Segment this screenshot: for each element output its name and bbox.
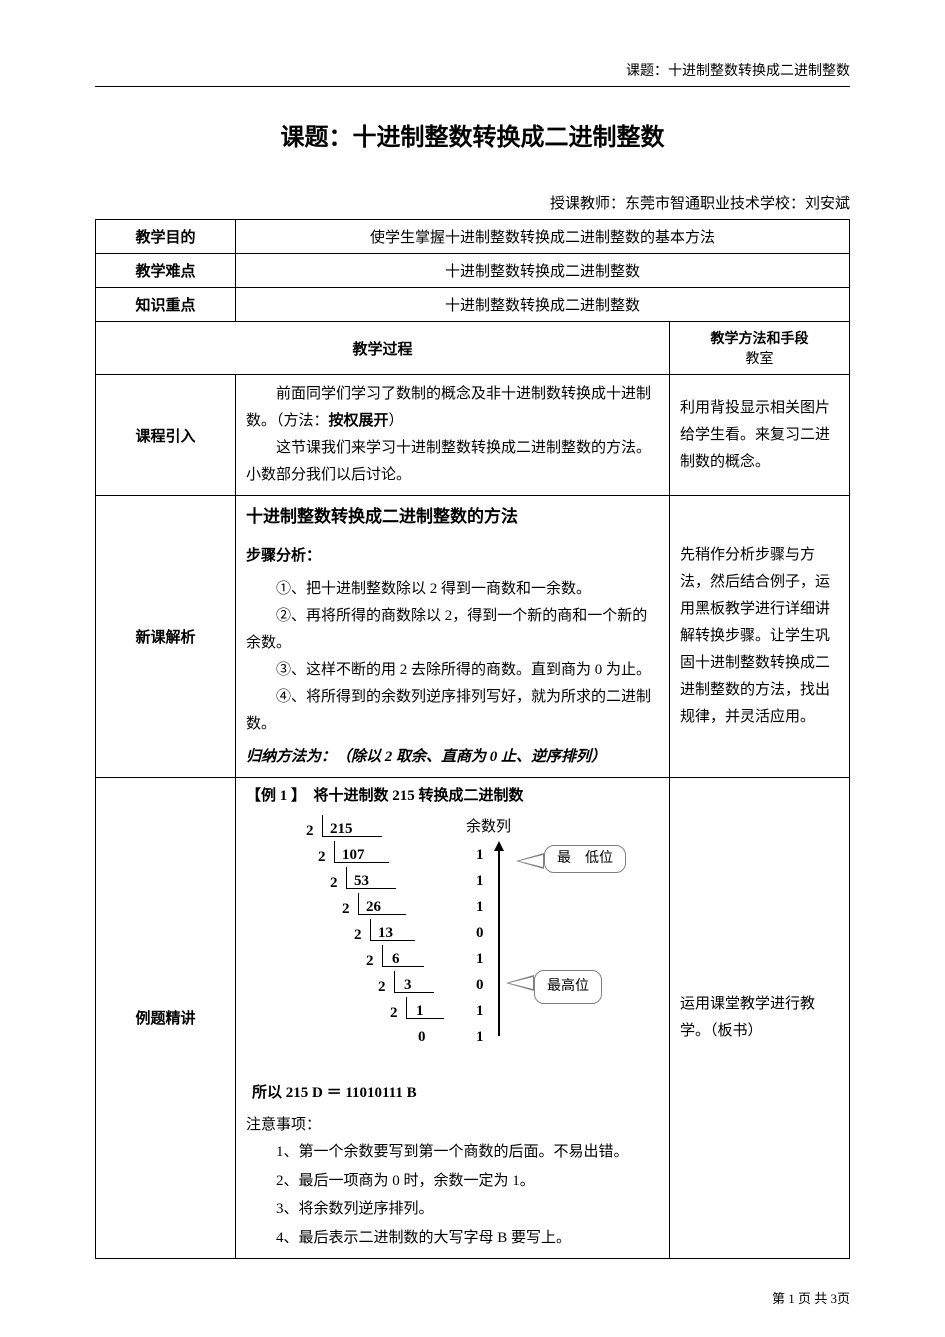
analysis-content: 十进制整数转换成二进制整数的方法 步骤分析： ①、把十进制整数除以 2 得到一商… [236,496,670,778]
step-item: ①、把十进制整数除以 2 得到一商数和一余数。 [246,576,659,603]
callout-high-text: 最高位 [547,979,589,994]
divisor: 2 [390,1001,398,1027]
meta-row: 教学难点 十进制整数转换成二进制整数 [96,254,850,288]
remainder: 1 [476,895,484,921]
notes-title: 注意事项： [246,1113,659,1139]
q-box [394,971,434,993]
note-item: 4、最后表示二进制数的大写字母 B 要写上。 [276,1224,659,1253]
quotient: 1 [416,999,424,1025]
quotient: 0 [418,1025,426,1051]
step-item: ④、将所得到的余数列逆序排列写好，就为所求的二进制数。 [246,684,659,738]
meta-value: 十进制整数转换成二进制整数 [236,254,850,288]
divisor: 2 [306,819,314,845]
remainder: 1 [476,999,484,1025]
remainder: 0 [476,973,484,999]
intro-label: 课程引入 [96,375,236,496]
example-content: 【例 1 】 将十进制数 215 转换成二进制数 余数列 2 215 2 107… [236,777,670,1259]
arrow-line [498,851,500,1036]
intro-p2: 这节课我们来学习十进制整数转换成二进制整数的方法。小数部分我们以后讨论。 [246,435,659,489]
quotient: 3 [404,973,412,999]
intro-p1: 前面同学们学习了数制的概念及非十进制数转换成十进制数。（方法：按权展开） [246,381,659,435]
intro-method: 利用背投显示相关图片给学生看。来复习二进制数的概念。 [670,375,850,496]
result-line: 所以 215 D ＝ 11010111 B [252,1081,659,1107]
divisor: 2 [378,975,386,1001]
quotient: 26 [366,895,381,921]
header-prefix: 课题： [626,64,668,79]
meta-value: 十进制整数转换成二进制整数 [236,288,850,322]
method-header: 教学方法和手段 教室 [670,322,850,375]
divisor: 2 [318,845,326,871]
quotient: 13 [378,921,393,947]
quotient: 107 [342,843,365,869]
meta-label: 教学难点 [96,254,236,288]
notes-list: 1、第一个余数要写到第一个商数的后面。不易出错。 2、最后一项商为 0 时，余数… [276,1138,659,1252]
note-item: 3、将余数列逆序排列。 [276,1195,659,1224]
row-analysis: 新课解析 十进制整数转换成二进制整数的方法 步骤分析： ①、把十进制整数除以 2… [96,496,850,778]
header-underline [95,86,850,87]
q-box [382,945,424,967]
page-title: 课题：十进制整数转换成二进制整数 [95,117,850,152]
note-item: 2、最后一项商为 0 时，余数一定为 1。 [276,1167,659,1196]
quotient: 6 [392,947,400,973]
divisor: 2 [330,871,338,897]
division-diagram: 余数列 2 215 2 107 1 2 53 1 2 26 1 [266,815,626,1075]
rem-col-label: 余数列 [466,815,511,841]
row-intro: 课程引入 前面同学们学习了数制的概念及非十进制数转换成十进制数。（方法：按权展开… [96,375,850,496]
remainder: 1 [476,843,484,869]
footer-a: 第 [772,1291,788,1306]
quotient: 53 [354,869,369,895]
page-container: 课题：十进制整数转换成二进制整数 课题：十进制整数转换成二进制整数 授课教师：东… [0,0,945,1299]
process-header-row: 教学过程 教学方法和手段 教室 [96,322,850,375]
remainder: 0 [476,921,484,947]
divisor: 2 [354,923,362,949]
analysis-summary: 归纳方法为：（除以 2 取余、直商为 0 止、逆序排列） [246,744,659,771]
intro-p1-b: ） [389,413,404,429]
remainder: 1 [476,947,484,973]
analysis-label: 新课解析 [96,496,236,778]
example-method: 运用课堂教学进行教学。（板书） [670,777,850,1259]
meta-label: 教学目的 [96,220,236,254]
meta-label: 知识重点 [96,288,236,322]
note-item: 1、第一个余数要写到第一个商数的后面。不易出错。 [276,1138,659,1167]
callout-high: 最高位 [534,970,602,1004]
row-example: 例题精讲 【例 1 】 将十进制数 215 转换成二进制数 余数列 2 215 … [96,777,850,1259]
steps-title: 步骤分析： [246,543,659,570]
footer-c: 页 [837,1291,850,1306]
page-footer: 第 1 页 共 3页 [772,1288,850,1307]
step-item: ③、这样不断的用 2 去除所得的商数。直到商为 0 为止。 [246,657,659,684]
intro-content: 前面同学们学习了数制的概念及非十进制数转换成十进制数。（方法：按权展开） 这节课… [236,375,670,496]
intro-p1-a: 前面同学们学习了数制的概念及非十进制数转换成十进制数。（方法： [246,386,651,429]
example-label: 例题精讲 [96,777,236,1259]
process-header: 教学过程 [96,322,670,375]
lesson-plan-table: 教学目的 使学生掌握十进制整数转换成二进制整数的基本方法 教学难点 十进制整数转… [95,219,850,1259]
step-item: ②、再将所得的商数除以 2，得到一个新的商和一个新的余数。 [246,603,659,657]
quotient: 215 [330,817,353,843]
meta-row: 知识重点 十进制整数转换成二进制整数 [96,288,850,322]
teacher-line: 授课教师：东莞市智通职业技术学校：刘安斌 [95,192,850,213]
analysis-section-title: 十进制整数转换成二进制整数的方法 [246,502,659,533]
divisor: 2 [366,949,374,975]
divisor: 2 [342,897,350,923]
intro-p1-bold: 按权展开 [329,413,389,429]
analysis-method: 先稍作分析步骤与方法，然后结合例子，运用黑板教学进行详细讲解转换步骤。让学生巩固… [670,496,850,778]
callout-low-text: 最 低位 [557,851,613,866]
q-box [406,997,444,1019]
example-title: 【例 1 】 将十进制数 215 转换成二进制数 [246,784,659,810]
footer-b: 页 共 [795,1291,831,1306]
method-header-line2: 教室 [680,348,839,368]
remainder: 1 [476,1025,484,1051]
method-header-line1: 教学方法和手段 [680,328,839,348]
running-header: 课题：十进制整数转换成二进制整数 [95,60,850,80]
callout-tail-icon [516,853,544,869]
meta-value: 使学生掌握十进制整数转换成二进制整数的基本方法 [236,220,850,254]
callout-tail-icon [506,975,534,991]
remainder: 1 [476,869,484,895]
arrow-head-icon [494,841,504,851]
callout-low: 最 低位 [544,845,626,873]
meta-row: 教学目的 使学生掌握十进制整数转换成二进制整数的基本方法 [96,220,850,254]
header-topic: 十进制整数转换成二进制整数 [668,64,850,79]
